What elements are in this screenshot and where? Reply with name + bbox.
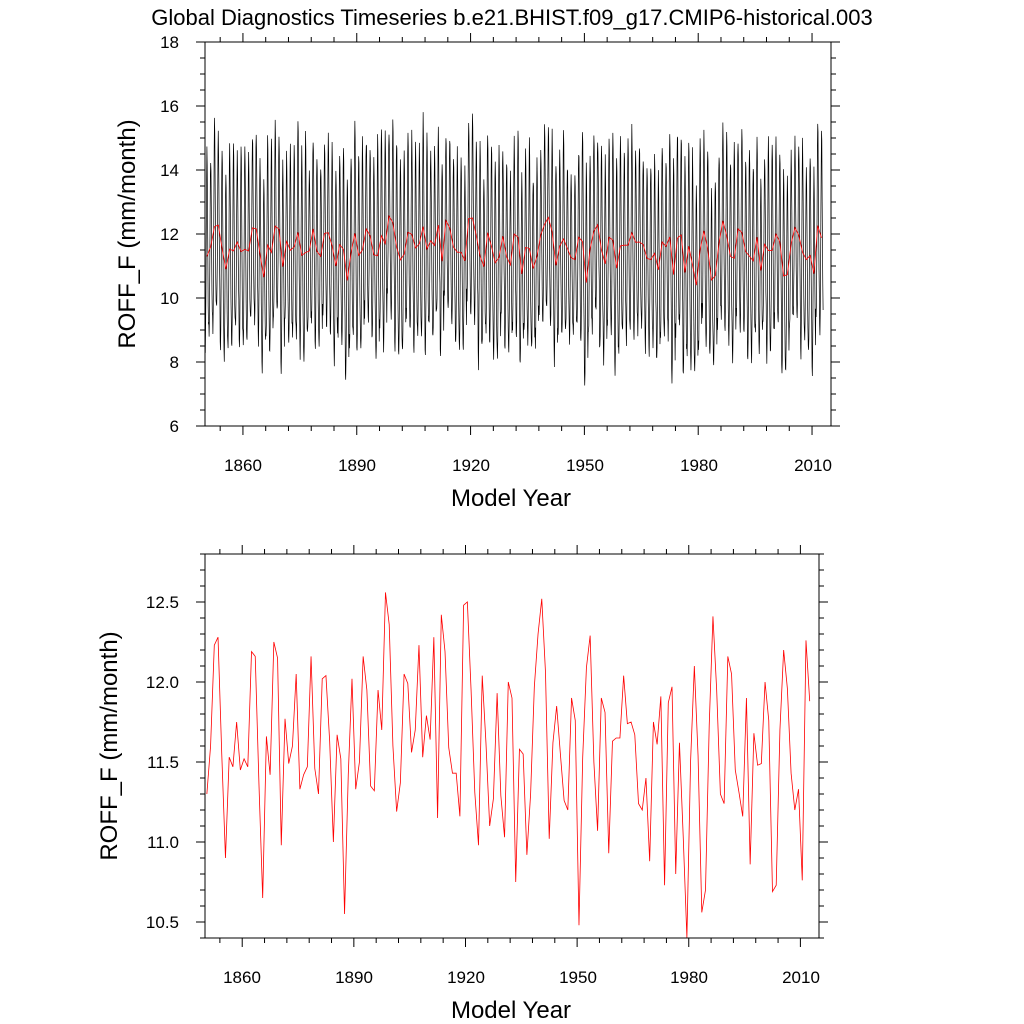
bottom-chart-ticks: [196, 545, 828, 947]
y-tick-label: 8: [170, 353, 179, 372]
x-tick-label: 1920: [447, 968, 485, 987]
bottom-chart-annual-series: [206, 592, 811, 939]
y-tick-label: 11.5: [147, 753, 179, 772]
x-tick-label: 1950: [559, 968, 597, 987]
y-tick-label: 16: [160, 97, 179, 116]
x-tick-label: 1920: [452, 456, 490, 475]
annual-series-line: [206, 592, 811, 939]
y-tick-label: 10.5: [146, 913, 179, 932]
monthly-series-line: [204, 112, 824, 386]
top-chart-ticks: [196, 33, 840, 435]
y-tick-label: 6: [170, 417, 179, 436]
figure-title: Global Diagnostics Timeseries b.e21.BHIS…: [151, 5, 872, 30]
y-tick-label: 12: [160, 225, 179, 244]
x-tick-label: 1980: [670, 968, 708, 987]
x-tick-label: 1890: [335, 968, 373, 987]
top-chart-frame: [204, 41, 832, 427]
top-chart-x-axis-label: Model Year: [451, 485, 571, 512]
x-tick-label: 2010: [794, 456, 832, 475]
bottom-chart-x-axis-label: Model Year: [451, 997, 571, 1024]
bottom-chart-y-axis-label: ROFF_F (mm/month): [96, 631, 123, 860]
x-tick-label: 1860: [223, 968, 261, 987]
x-tick-label: 1980: [680, 456, 718, 475]
x-tick-label: 1860: [224, 456, 262, 475]
bottom-chart-x-tick-labels: 1860 1890 1920 1950 1980 2010: [223, 968, 820, 987]
y-tick-label: 12.5: [146, 593, 179, 612]
top-chart-monthly-series: [204, 112, 824, 386]
x-tick-label: 2010: [782, 968, 820, 987]
top-chart-x-tick-labels: 1860 1890 1920 1950 1980 2010: [224, 456, 832, 475]
y-tick-label: 12.0: [146, 673, 179, 692]
x-tick-label: 1890: [338, 456, 376, 475]
bottom-chart: 1860 1890 1920 1950 1980 2010 10.5 11.0 …: [96, 545, 828, 1024]
x-tick-label: 1950: [566, 456, 604, 475]
top-chart-y-axis-label: ROFF_F (mm/month): [114, 119, 141, 348]
top-chart-y-tick-labels: 6 8 10 12 14 16 18: [160, 33, 179, 436]
top-chart-annual-series: [206, 214, 822, 286]
top-chart: 1860 1890 1920 1950 1980 2010 6 8 10 12 …: [114, 33, 840, 512]
y-tick-label: 18: [160, 33, 179, 52]
bottom-chart-y-tick-labels: 10.5 11.0 11.5 12.0 12.5: [146, 593, 179, 932]
y-tick-label: 14: [160, 161, 179, 180]
y-tick-label: 11.0: [147, 833, 179, 852]
bottom-chart-frame: [204, 553, 820, 939]
y-tick-label: 10: [160, 289, 179, 308]
